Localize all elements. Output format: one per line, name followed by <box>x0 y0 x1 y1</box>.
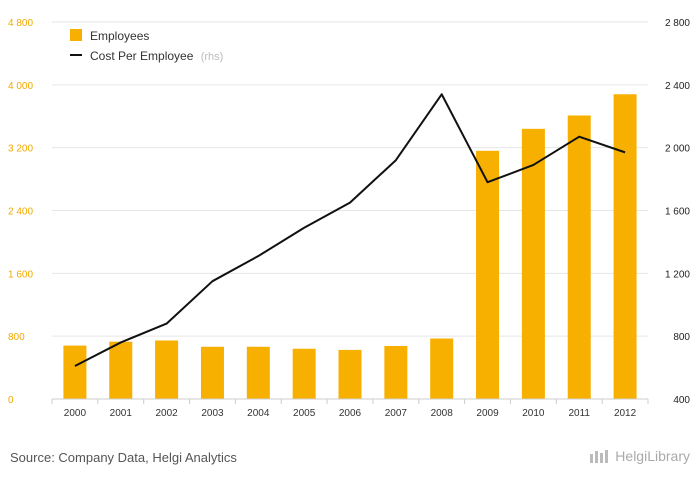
legend-swatch-employees <box>70 29 82 41</box>
bar-employees <box>63 345 87 399</box>
left-tick-label: 4 000 <box>8 81 33 92</box>
source-note: Source: Company Data, Helgi Analytics <box>10 450 237 465</box>
left-tick-label: 4 800 <box>8 18 33 29</box>
left-tick-label: 1 600 <box>8 269 33 280</box>
brand-name: HelgiLibrary <box>615 448 690 464</box>
x-tick-label: 2012 <box>614 408 637 419</box>
right-tick-label: 800 <box>673 332 690 343</box>
legend-label-cost-per-employee: Cost Per Employee (rhs) <box>90 49 223 63</box>
right-tick-label: 2 000 <box>665 144 690 155</box>
bar-employees <box>430 338 454 399</box>
bar-employees <box>476 150 500 399</box>
bar-employees <box>292 348 316 399</box>
gridlines <box>52 21 648 400</box>
right-axis-ticks: 400 800 1 200 1 600 2 000 2 400 2 800 <box>665 18 690 406</box>
employees-bars <box>63 94 637 400</box>
line-cost-per-employee <box>74 93 626 367</box>
x-tick-label: 2002 <box>155 408 178 419</box>
x-tick-label: 2011 <box>568 408 590 419</box>
legend-label-employees: Employees <box>90 29 149 43</box>
bar-employees <box>155 340 179 399</box>
x-tick-label: 2008 <box>431 408 454 419</box>
x-tick-label: 2010 <box>522 408 545 419</box>
right-tick-label: 1 200 <box>665 269 690 280</box>
right-tick-label: 400 <box>673 395 690 406</box>
bar-employees <box>109 341 133 399</box>
right-tick-label: 1 600 <box>665 207 690 218</box>
right-tick-label: 2 800 <box>665 18 690 29</box>
legend: Employees Cost Per Employee (rhs) <box>70 29 223 63</box>
cost-per-employee-line <box>74 93 626 367</box>
bar-employees <box>246 346 270 399</box>
brand-logo: HelgiLibrary <box>589 448 690 464</box>
library-icon <box>590 450 609 463</box>
x-tick-label: 2006 <box>339 408 362 419</box>
left-tick-label: 800 <box>8 332 25 343</box>
x-tick-label: 2007 <box>385 408 408 419</box>
bar-employees <box>384 345 408 399</box>
left-axis-ticks: 0 800 1 600 2 400 3 200 4 000 4 800 <box>8 18 33 406</box>
x-tick-label: 2009 <box>476 408 499 419</box>
bar-employees <box>521 128 545 400</box>
bar-employees <box>200 346 224 399</box>
right-tick-label: 2 400 <box>665 81 690 92</box>
bar-employees <box>613 94 637 399</box>
left-tick-label: 0 <box>8 395 14 406</box>
bar-employees <box>338 349 362 399</box>
x-tick-label: 2000 <box>64 408 87 419</box>
x-tick-label: 2004 <box>247 408 270 419</box>
bar-employees <box>567 115 591 399</box>
x-tick-label: 2005 <box>293 408 316 419</box>
left-tick-label: 3 200 <box>8 144 33 155</box>
x-tick-label: 2001 <box>110 408 133 419</box>
left-tick-label: 2 400 <box>8 207 33 218</box>
x-tick-label: 2003 <box>201 408 224 419</box>
chart: 0 800 1 600 2 400 3 200 4 000 4 800 400 800 1 20… <box>8 18 690 419</box>
x-axis-ticks: 2000 2001 2002 2003 2004 2005 2006 2007 2008 2009… <box>51 398 649 419</box>
